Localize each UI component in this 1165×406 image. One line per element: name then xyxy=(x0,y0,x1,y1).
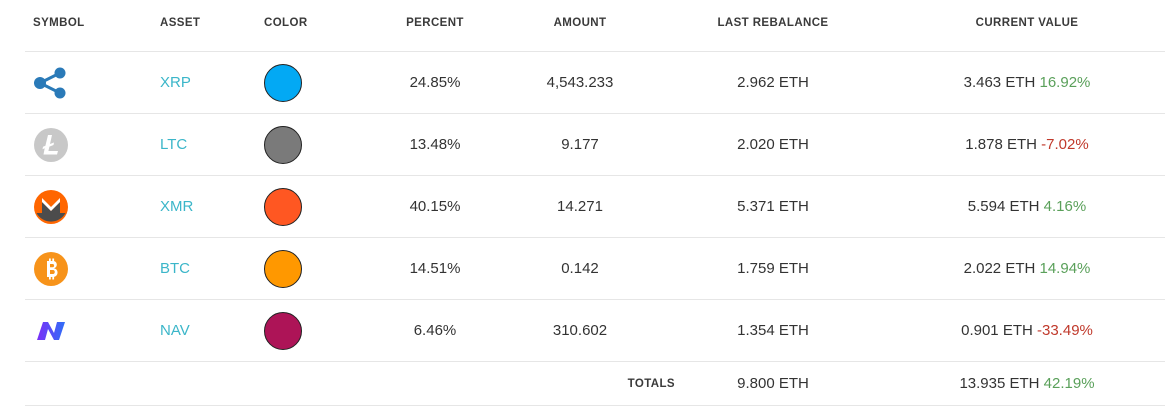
header-last-rebalance[interactable]: LAST REBALANCE xyxy=(717,16,829,29)
asset-link[interactable]: XMR xyxy=(160,198,194,215)
change-percent: 16.92% xyxy=(1039,74,1091,91)
table-row: XRP 24.85% 4,543.233 2.962 ETH 3.463 ETH… xyxy=(25,52,1165,114)
nav-icon xyxy=(37,321,65,340)
percent-value: 40.15% xyxy=(409,198,461,215)
totals-last-rebalance: 9.800 ETH xyxy=(737,375,809,392)
asset-link[interactable]: LTC xyxy=(160,136,188,153)
change-percent: 14.94% xyxy=(1039,260,1091,277)
xrp-icon xyxy=(34,67,66,98)
amount-value: 14.271 xyxy=(557,198,603,215)
xmr-icon xyxy=(34,189,68,224)
current-value: 0.901 ETH xyxy=(961,322,1033,339)
header-asset[interactable]: ASSET xyxy=(160,16,201,29)
color-swatch xyxy=(264,311,302,350)
last-rebalance-value: 2.962 ETH xyxy=(737,74,809,91)
percent-value: 14.51% xyxy=(409,260,461,277)
current-value: 3.463 ETH xyxy=(963,74,1036,91)
amount-value: 310.602 xyxy=(552,322,608,339)
amount-value: 0.142 xyxy=(561,260,599,277)
totals-current-value: 13.935 ETH xyxy=(959,375,1040,392)
table-row: NAV 6.46% 310.602 1.354 ETH 0.901 ETH -3… xyxy=(25,300,1165,362)
portfolio-table: SYMBOL ASSET COLOR PERCENT AMOUNT LAST R… xyxy=(25,0,1165,406)
percent-value: 13.48% xyxy=(409,136,461,153)
asset-link[interactable]: BTC xyxy=(160,260,190,277)
amount-value: 9.177 xyxy=(561,136,599,153)
last-rebalance-value: 1.759 ETH xyxy=(737,260,809,277)
color-swatch xyxy=(264,63,302,102)
color-swatch xyxy=(264,125,302,164)
table-row: XMR 40.15% 14.271 5.371 ETH 5.594 ETH 4.… xyxy=(25,176,1165,238)
totals-label: TOTALS xyxy=(627,377,675,390)
header-color[interactable]: COLOR xyxy=(264,16,308,29)
header-current-value[interactable]: CURRENT VALUE xyxy=(975,16,1079,29)
change-percent: -33.49% xyxy=(1037,322,1093,339)
change-percent: 4.16% xyxy=(1043,198,1087,215)
table-row: LTC 13.48% 9.177 2.020 ETH 1.878 ETH -7.… xyxy=(25,114,1165,176)
current-value: 5.594 ETH xyxy=(967,198,1040,215)
last-rebalance-value: 2.020 ETH xyxy=(737,136,809,153)
color-swatch xyxy=(264,187,302,226)
last-rebalance-value: 1.354 ETH xyxy=(737,322,809,339)
percent-value: 6.46% xyxy=(413,322,457,339)
ltc-icon xyxy=(34,127,68,162)
current-value: 2.022 ETH xyxy=(963,260,1036,277)
header-amount[interactable]: AMOUNT xyxy=(553,16,607,29)
table-header: SYMBOL ASSET COLOR PERCENT AMOUNT LAST R… xyxy=(25,0,1165,52)
last-rebalance-value: 5.371 ETH xyxy=(737,198,809,215)
asset-link[interactable]: NAV xyxy=(160,322,190,339)
totals-change-percent: 42.19% xyxy=(1043,375,1095,392)
percent-value: 24.85% xyxy=(409,74,461,91)
totals-row: TOTALS 9.800 ETH 13.935 ETH 42.19% xyxy=(25,362,1165,406)
amount-value: 4,543.233 xyxy=(546,74,614,91)
header-symbol[interactable]: SYMBOL xyxy=(33,16,85,29)
btc-icon xyxy=(34,251,68,286)
header-percent[interactable]: PERCENT xyxy=(406,16,464,29)
color-swatch xyxy=(264,249,302,288)
asset-link[interactable]: XRP xyxy=(160,74,191,91)
current-value: 1.878 ETH xyxy=(965,136,1037,153)
change-percent: -7.02% xyxy=(1041,136,1089,153)
table-row: BTC 14.51% 0.142 1.759 ETH 2.022 ETH 14.… xyxy=(25,238,1165,300)
